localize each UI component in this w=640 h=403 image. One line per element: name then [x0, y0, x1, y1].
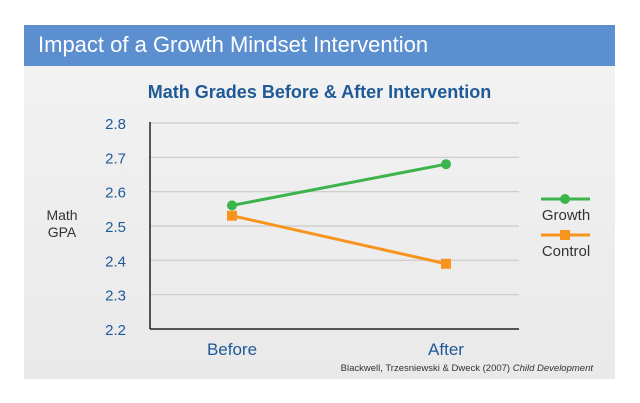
y-tick-label: 2.8 [105, 116, 126, 133]
x-tick-label: After [428, 340, 464, 359]
data-point-growth [441, 159, 451, 170]
data-point-control [227, 210, 237, 221]
legend-label: Growth [542, 207, 590, 224]
chart-card: Impact of a Growth Mindset Intervention … [24, 25, 615, 379]
y-tick-label: 2.7 [105, 150, 126, 167]
banner-title: Impact of a Growth Mindset Intervention [38, 32, 429, 57]
y-tick-label: 2.3 [105, 288, 126, 305]
y-tick-label: 2.5 [105, 219, 126, 236]
data-point-growth [227, 200, 237, 211]
series-line-growth [231, 162, 447, 207]
source-journal: Child Development [512, 363, 593, 374]
title-banner: Impact of a Growth Mindset Intervention [24, 25, 615, 66]
series-line-control [231, 214, 447, 266]
source-citation: Blackwell, Trzesniewski & Dweck (2007) C… [341, 363, 593, 374]
y-tick-label: 2.6 [105, 185, 126, 202]
legend-label: Control [542, 243, 590, 260]
x-tick-label: Before [207, 340, 257, 359]
y-axis-label: Math GPA [46, 207, 78, 240]
legend-marker-control [560, 230, 570, 240]
y-tick-label: 2.2 [105, 322, 126, 339]
legend-marker-growth [560, 194, 570, 204]
chart-title: Math Grades Before & After Intervention [147, 82, 492, 102]
y-tick-label: 2.4 [105, 253, 126, 270]
source-authors: Blackwell, Trzesniewski & Dweck (2007) [340, 363, 513, 374]
data-point-control [441, 258, 451, 269]
line-chart: 2.8 2.7 2.6 2.5 2.4 2.3 2.2 Before After Growth Co… [105, 116, 590, 359]
